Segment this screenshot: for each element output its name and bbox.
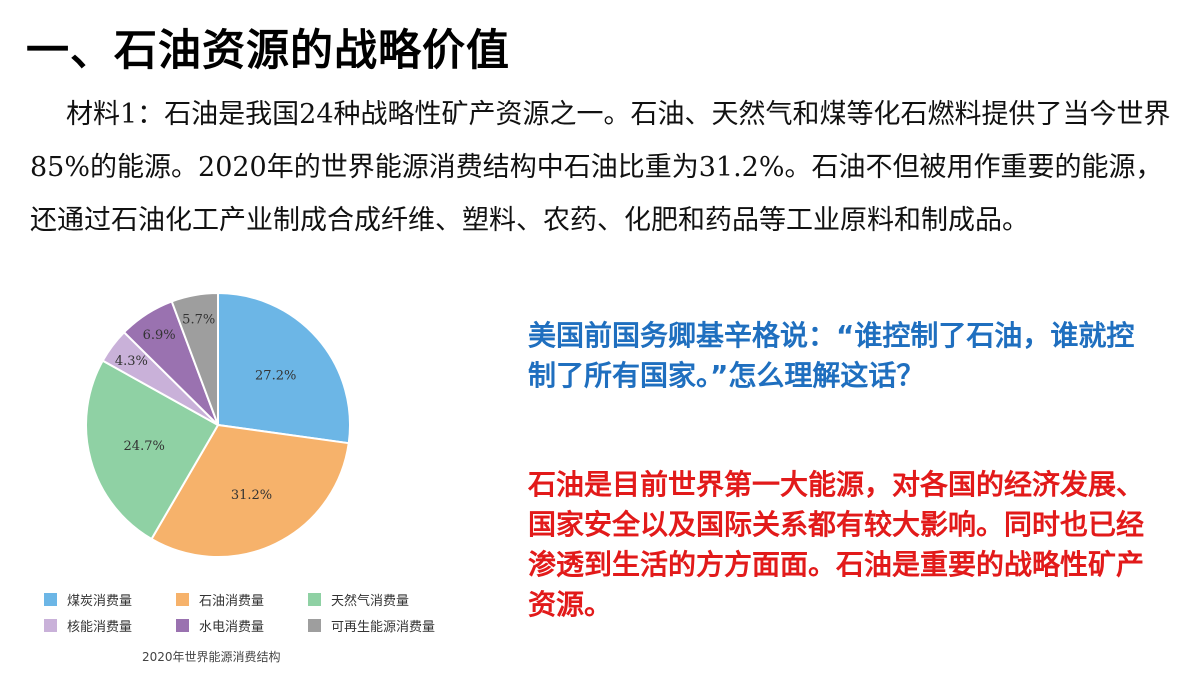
- legend-item: 水电消费量: [176, 616, 304, 635]
- legend-item: 可再生能源消费量: [308, 616, 458, 635]
- legend-swatch: [44, 619, 57, 632]
- legend-label: 水电消费量: [199, 620, 265, 635]
- pie-slice-label: 31.2%: [231, 488, 272, 503]
- pie-slice: [217, 291, 351, 445]
- legend-label: 天然气消费量: [331, 594, 410, 609]
- pie-slice-label: 4.3%: [115, 354, 148, 369]
- legend-label: 煤炭消费量: [67, 594, 133, 609]
- legend-swatch: [308, 619, 321, 632]
- legend-swatch: [44, 593, 57, 606]
- legend-label: 石油消费量: [199, 594, 265, 609]
- legend-swatch: [308, 593, 321, 606]
- legend-item: 石油消费量: [176, 590, 304, 609]
- legend-item: 核能消费量: [44, 616, 172, 635]
- pie-slice-label: 27.2%: [255, 369, 296, 384]
- pie-svg: 27.2% 31.2% 24.7% 4.3% 6.9% 5.7%: [85, 291, 351, 558]
- energy-pie-chart: 27.2% 31.2% 24.7% 4.3% 6.9% 5.7% 煤炭消费量 石油消费量 天然…: [30, 282, 470, 672]
- question-text: 美国前国务卿基辛格说：“谁控制了石油，谁就控制了所有国家。”怎么理解这话？: [528, 319, 1135, 392]
- pie-slice: [85, 359, 220, 541]
- pie-slice-label: 24.7%: [124, 439, 165, 454]
- chart-caption: 2020年世界能源消费结构: [142, 650, 281, 664]
- legend-item: 煤炭消费量: [44, 590, 172, 609]
- legend-label: 核能消费量: [67, 620, 133, 635]
- answer-text: 石油是目前世界第一大能源，对各国的经济发展、国家安全以及国际关系都有较大影响。同…: [528, 468, 1145, 621]
- legend-item: 天然气消费量: [308, 590, 458, 609]
- pie-slice: [170, 291, 219, 426]
- pie-slice: [150, 423, 350, 558]
- pie-slice-label: 6.9%: [143, 328, 176, 343]
- chart-legend: 煤炭消费量 石油消费量 天然气消费量核能消费量 水电消费量 可再生能源消费量: [44, 590, 464, 635]
- slide-title: 一、石油资源的战略价值: [26, 26, 510, 76]
- legend-swatch: [176, 619, 189, 632]
- legend-label: 可再生能源消费量: [331, 620, 436, 635]
- pie-slice-label: 5.7%: [182, 313, 215, 328]
- material-paragraph: 材料1：石油是我国24种战略性矿产资源之一。石油、天然气和煤等化石燃料提供了当今…: [30, 99, 1171, 236]
- legend-swatch: [176, 593, 189, 606]
